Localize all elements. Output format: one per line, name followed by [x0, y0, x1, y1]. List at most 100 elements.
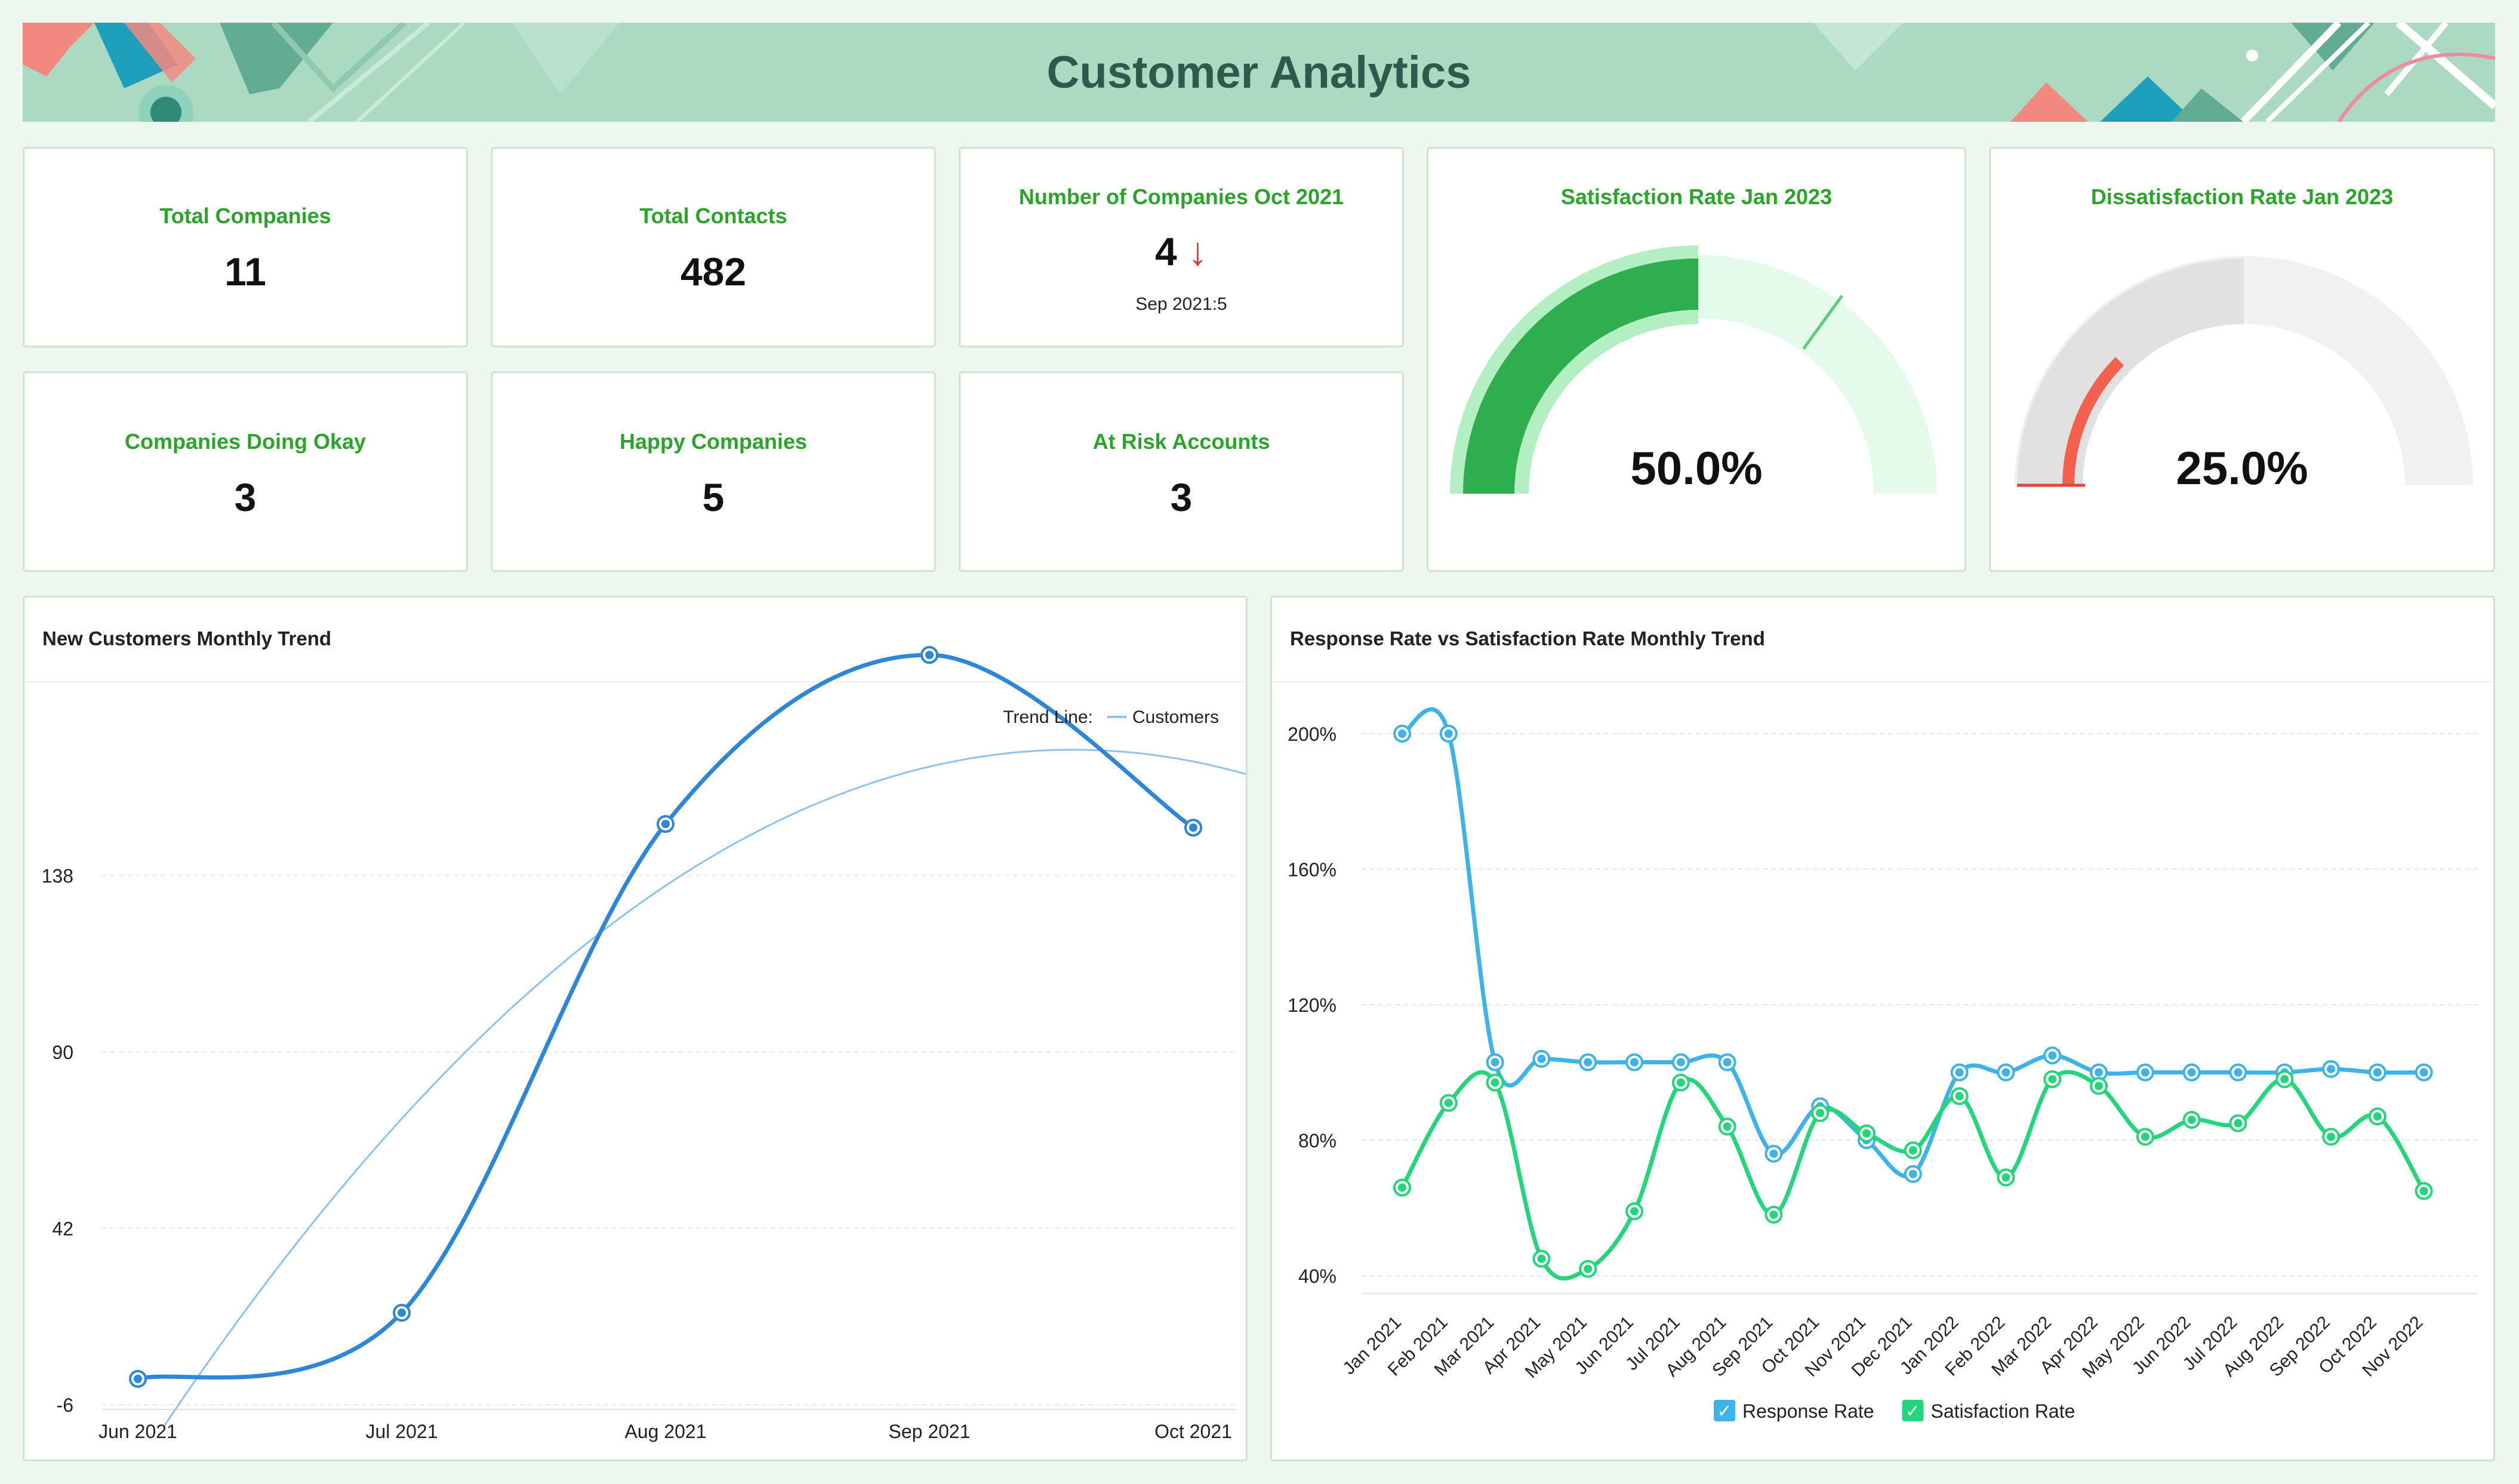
- data-point-core: [2327, 1064, 2335, 1073]
- y-tick-label: 42: [52, 1218, 73, 1240]
- data-point-core: [398, 1308, 406, 1317]
- data-point-core: [2141, 1132, 2150, 1141]
- data-point-core: [1723, 1058, 1732, 1067]
- data-point-core: [1398, 1183, 1406, 1192]
- data-point-core: [1584, 1264, 1593, 1273]
- legend-label-customers: Customers: [1132, 707, 1219, 727]
- legend-checkbox-response-rate: [1714, 1400, 1735, 1421]
- kpi-card-total-contacts[interactable]: Total Contacts 482: [491, 147, 936, 347]
- kpi-card-companies-oct[interactable]: Number of Companies Oct 2021 4 ↓ Sep 202…: [959, 147, 1404, 347]
- data-point-core: [2234, 1068, 2243, 1077]
- data-point-core: [2095, 1082, 2103, 1091]
- gauge-target-marker: [1802, 294, 1844, 350]
- series-line-response-rate: [1401, 707, 2424, 1178]
- chart-title: Response Rate vs Satisfaction Rate Month…: [1290, 627, 1765, 649]
- data-point-core: [2048, 1074, 2057, 1083]
- divider: [1272, 681, 2493, 682]
- kpi-card-doing-okay[interactable]: Companies Doing Okay 3: [23, 371, 468, 572]
- check-icon: ✓: [1905, 1402, 1920, 1421]
- data-point-core: [2419, 1068, 2428, 1077]
- gauge-card-dissatisfaction[interactable]: Dissatisfaction Rate Jan 2023 25.0%: [1989, 147, 2495, 572]
- page-title: Customer Analytics: [1046, 47, 1471, 98]
- legend-checkbox-satisfaction-rate: [1902, 1400, 1924, 1421]
- new-customers-chart-card[interactable]: New Customers Monthly Trend -6 42 90 138 Jun…: [23, 596, 1248, 1461]
- kpi-value: 3: [234, 475, 257, 519]
- kpi-comparison: Sep 2021:5: [1135, 294, 1227, 314]
- kpi-card-total-companies[interactable]: Total Companies 11: [23, 147, 468, 347]
- y-tick-label: 200%: [1288, 723, 1337, 745]
- data-point-core: [1630, 1058, 1639, 1067]
- data-point-core: [2373, 1068, 2382, 1077]
- kpi-value: 11: [224, 250, 266, 294]
- gauge-label: Dissatisfaction Rate Jan 2023: [2090, 184, 2394, 209]
- data-point-core: [1398, 729, 1406, 738]
- kpi-value-row: 4 ↓: [960, 229, 1402, 274]
- y-tick-label: 138: [42, 866, 73, 887]
- data-point-core: [1862, 1129, 1871, 1138]
- legend-label-satisfaction-rate: Satisfaction Rate: [1931, 1400, 2075, 1422]
- response-satisfaction-chart-card[interactable]: Response Rate vs Satisfaction Rate Month…: [1270, 596, 2495, 1461]
- y-tick-label: 90: [52, 1042, 73, 1063]
- data-point-core: [1908, 1146, 1917, 1155]
- kpi-value: 482: [680, 250, 747, 294]
- data-point-core: [1491, 1078, 1499, 1087]
- chart-title: New Customers Monthly Trend: [42, 627, 332, 649]
- kpi-card-happy[interactable]: Happy Companies 5: [491, 371, 936, 572]
- data-point-core: [2187, 1068, 2196, 1077]
- data-point-core: [925, 651, 934, 660]
- gauge-card-satisfaction[interactable]: Satisfaction Rate Jan 2023 50.0%: [1427, 147, 1966, 572]
- data-point-core: [1630, 1207, 1639, 1216]
- kpi-label: Total Contacts: [639, 204, 787, 228]
- data-point-core: [2001, 1173, 2010, 1182]
- data-point-core: [1769, 1149, 1778, 1158]
- data-point-core: [1189, 823, 1197, 832]
- gauge-label: Satisfaction Rate Jan 2023: [1560, 184, 1833, 209]
- data-point-core: [1676, 1078, 1685, 1087]
- trend-line: [163, 749, 1246, 1427]
- check-icon: ✓: [1717, 1402, 1732, 1421]
- x-tick-label: Jun 2021: [98, 1421, 177, 1442]
- data-point-core: [1955, 1068, 1964, 1077]
- data-point-core: [2095, 1068, 2103, 1077]
- gauge-value: 50.0%: [1630, 442, 1763, 494]
- data-point-core: [1584, 1058, 1593, 1067]
- y-tick-label: 160%: [1288, 859, 1337, 880]
- kpi-value: 3: [1170, 475, 1193, 519]
- data-point-core: [2001, 1068, 2010, 1077]
- gauge-value-arc: [1463, 258, 1698, 494]
- data-point-core: [2187, 1115, 2196, 1124]
- data-point-core: [1723, 1122, 1732, 1131]
- gauge-value: 25.0%: [2176, 442, 2308, 494]
- header-banner: Customer Analytics: [23, 23, 2495, 122]
- gauge-value-arc: [2062, 357, 2124, 485]
- trend-down-arrow-icon: ↓: [1188, 229, 1208, 273]
- y-tick-label: 80%: [1298, 1130, 1337, 1152]
- y-tick-label: 40%: [1298, 1266, 1337, 1287]
- data-point-core: [1676, 1058, 1685, 1067]
- data-point-core: [1908, 1169, 1917, 1178]
- legend-item-response-rate[interactable]: ✓ Response Rate: [1714, 1400, 1874, 1422]
- data-point-core: [1444, 1098, 1453, 1107]
- data-point-core: [1816, 1109, 1825, 1117]
- data-point-core: [2048, 1051, 2057, 1060]
- kpi-label: Number of Companies Oct 2021: [1018, 184, 1344, 209]
- kpi-value: 4: [1154, 229, 1177, 273]
- kpi-label: Total Companies: [159, 204, 331, 228]
- kpi-label: Happy Companies: [619, 429, 808, 454]
- data-point-core: [2327, 1132, 2335, 1141]
- dissatisfaction-gauge: [2015, 256, 2473, 487]
- kpi-label: At Risk Accounts: [1092, 429, 1270, 454]
- data-point-core: [1537, 1254, 1546, 1263]
- x-tick-label: Aug 2021: [624, 1421, 706, 1442]
- y-tick-label: -6: [57, 1394, 73, 1416]
- data-point-core: [2419, 1187, 2428, 1196]
- data-point-core: [134, 1374, 142, 1383]
- banner-decoration: [23, 23, 2495, 122]
- kpi-card-at-risk[interactable]: At Risk Accounts 3: [959, 371, 1404, 572]
- divider: [24, 681, 1246, 682]
- legend-trend-label: Trend Line:: [1003, 707, 1093, 727]
- data-point-core: [1444, 729, 1453, 738]
- legend-item-satisfaction-rate[interactable]: ✓ Satisfaction Rate: [1902, 1400, 2075, 1422]
- x-tick-label: Sep 2021: [888, 1421, 970, 1442]
